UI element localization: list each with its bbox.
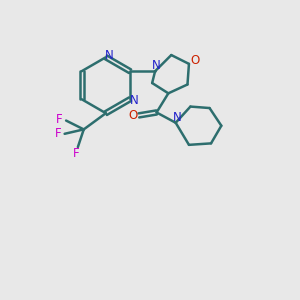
Text: O: O [190,54,200,68]
Text: N: N [173,111,182,124]
Text: O: O [128,110,138,122]
Text: F: F [56,113,63,126]
Text: N: N [105,49,114,62]
Text: F: F [55,127,62,140]
Text: N: N [130,94,138,107]
Text: N: N [152,59,161,72]
Text: F: F [73,147,80,160]
